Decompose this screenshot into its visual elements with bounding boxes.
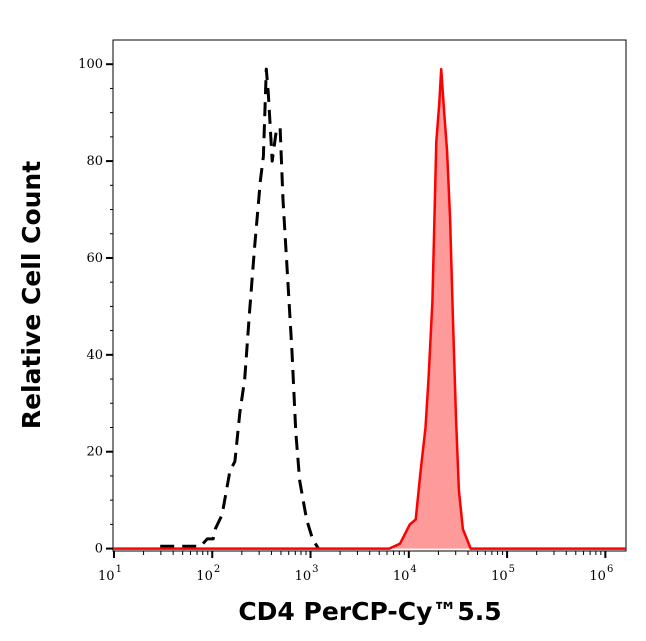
- y-tick-label: 0: [95, 542, 103, 557]
- x-tick-label: 102: [196, 564, 220, 584]
- x-tick-label: 104: [393, 564, 417, 584]
- series-fill-1: [113, 69, 626, 549]
- series-line-1: [113, 67, 626, 550]
- y-tick-label: 100: [78, 57, 103, 72]
- x-tick-label: 105: [491, 564, 515, 584]
- y-axis-title: Relative Cell Count: [17, 161, 46, 429]
- y-tick-label: 60: [86, 251, 103, 266]
- series-line-0: [160, 67, 320, 550]
- x-axis-title: CD4 PerCP-Cy™5.5: [238, 597, 501, 626]
- y-tick-label: 40: [86, 348, 103, 363]
- y-tick-label: 80: [86, 154, 103, 169]
- x-tick-label: 101: [98, 564, 122, 584]
- x-tick-label: 103: [295, 564, 319, 584]
- plot-frame: [112, 39, 627, 552]
- x-tick-label: 106: [589, 564, 613, 584]
- y-tick-label: 20: [86, 445, 103, 460]
